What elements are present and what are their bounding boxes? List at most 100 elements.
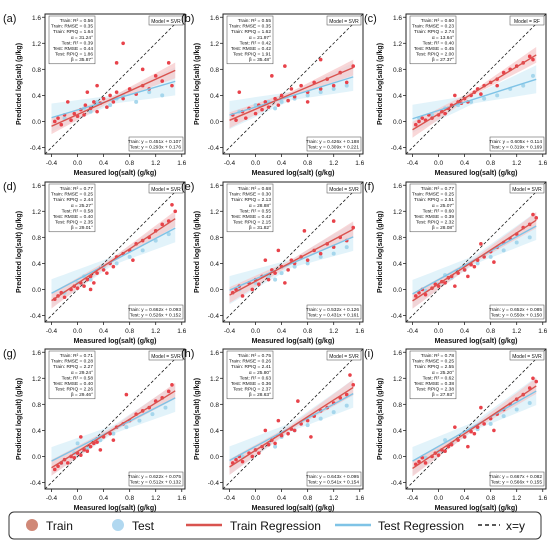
train-point	[85, 277, 90, 282]
y-tick-label: -0.4	[30, 480, 42, 487]
stats-line: Train: RMSE = 0.35	[51, 24, 93, 30]
y-tick-label: 1.6	[32, 15, 41, 22]
stats-line: Train: RMSE = 0.25	[51, 192, 93, 198]
train-point	[237, 90, 242, 94]
stats-line: Train: RPIQ = 2.41	[231, 364, 271, 370]
x-tick-label: 0.4	[460, 160, 469, 167]
train-point	[111, 264, 116, 269]
y-tick-label: -0.4	[30, 145, 42, 152]
model-box	[509, 183, 545, 194]
train-point	[305, 258, 310, 262]
train-point	[273, 271, 277, 275]
stats-line: Test: RPIQ = 2.37	[233, 387, 271, 393]
train-point	[417, 290, 421, 295]
train-point	[72, 111, 77, 116]
x-tick-label: 1.2	[512, 495, 521, 502]
panel-e: -0.4 0.0 0.4 0.8 1.2 1.6 -0.4 0.0 0.4 0.8 1.2 1.6 Me…	[181, 181, 365, 345]
legend-box	[8, 511, 542, 540]
train-point	[482, 255, 486, 259]
train-point	[436, 453, 441, 457]
train-point	[153, 74, 158, 78]
train-point	[114, 61, 119, 65]
stats-line: Train: R² = 0.71	[60, 353, 94, 359]
train-point	[160, 222, 165, 227]
train-point	[257, 282, 261, 287]
test-point	[514, 407, 519, 412]
train-point	[101, 96, 106, 101]
train-point	[85, 449, 90, 454]
train-point	[82, 113, 86, 117]
train-point	[453, 284, 457, 288]
test-point	[530, 73, 535, 78]
equation-line: Test: y = 0.512x + 0.132	[130, 480, 182, 486]
train-point	[173, 209, 178, 214]
test-point	[527, 401, 532, 406]
legend-train-marker	[26, 519, 38, 531]
train-point	[166, 61, 171, 65]
stats-line: Test: R² = 0.55	[240, 208, 272, 214]
train-point	[234, 287, 238, 292]
train-point	[121, 41, 125, 46]
model-label: Model = SVR	[512, 354, 542, 360]
train-point	[305, 418, 310, 423]
equation-line: Test: y = 0.293x + 0.176	[130, 145, 182, 151]
model-label: Model = SVR	[151, 187, 181, 193]
test-point	[521, 83, 526, 88]
train-point	[62, 295, 67, 300]
stats-line: α = 25.20°	[432, 370, 454, 376]
train-point	[263, 428, 268, 433]
x-tick-label: 0.0	[434, 160, 443, 167]
train-point	[95, 271, 99, 275]
train-point	[331, 219, 336, 223]
test-regression-line	[51, 227, 176, 294]
identity-line	[222, 348, 364, 490]
x-tick-label: 0.8	[125, 160, 134, 167]
model-box	[326, 350, 362, 361]
x-tick-label: 1.2	[151, 160, 160, 167]
train-point	[344, 80, 349, 85]
x-tick-label: -0.4	[407, 160, 419, 167]
stats-line: Test: RMSE = 0.39	[414, 214, 454, 220]
stats-line: α = 28.88°	[249, 203, 271, 209]
legend-test-marker	[112, 519, 124, 531]
x-tick-label: -0.4	[407, 328, 419, 335]
legend: Train Test Train Regression Test Regress…	[8, 511, 542, 540]
x-tick-label: 0.4	[99, 328, 108, 335]
x-tick-label: 0.0	[434, 328, 443, 335]
train-point	[95, 109, 99, 114]
x-tick-label: 1.6	[177, 160, 186, 167]
stats-line: Train: RPIQ = 1.64	[53, 29, 93, 35]
y-tick-label: 0.8	[210, 402, 219, 409]
train-point	[56, 116, 60, 120]
panel-label: (c)	[364, 13, 377, 25]
y-tick-label: 1.6	[32, 350, 41, 357]
test-point	[279, 99, 284, 104]
train-point	[111, 438, 116, 442]
identity-line	[44, 13, 186, 155]
x-axis-label: Measured log(salt) (g/kg)	[252, 170, 335, 177]
train-point	[88, 444, 93, 449]
x-tick-label: 0.8	[486, 328, 495, 335]
equation-line: Test: y = 0.309x + 0.221	[308, 145, 360, 151]
stats-line: α = 29.24°	[71, 370, 93, 376]
train-regression-line	[229, 66, 354, 121]
test-point	[527, 235, 532, 240]
panel-label: (f)	[364, 181, 374, 193]
stats-line: Train: RMSE = 0.25	[412, 192, 454, 198]
x-axis-label: Measured log(salt) (g/kg)	[435, 338, 518, 345]
train-point	[95, 440, 99, 444]
equation-line: Test: y = 0.431x + 0.161	[308, 313, 360, 319]
x-tick-label: -0.4	[46, 160, 58, 167]
panel-label: (e)	[181, 181, 194, 193]
y-tick-label: -0.4	[391, 313, 403, 320]
train-point	[309, 435, 313, 439]
train-point	[56, 464, 60, 469]
y-tick-label: 0.0	[393, 454, 402, 461]
test-point	[160, 93, 165, 98]
train-point	[108, 93, 112, 98]
y-axis-label: Predicted log(salt) (g/kg)	[194, 211, 201, 293]
stats-line: Train: RPIQ = 2.55	[414, 364, 454, 370]
panel-g: -0.4 0.0 0.4 0.8 1.2 1.6 -0.4 0.0 0.4 0.8 1.2 1.6 Me…	[3, 348, 187, 512]
y-tick-label: -0.4	[208, 145, 220, 152]
train-point	[292, 428, 297, 433]
